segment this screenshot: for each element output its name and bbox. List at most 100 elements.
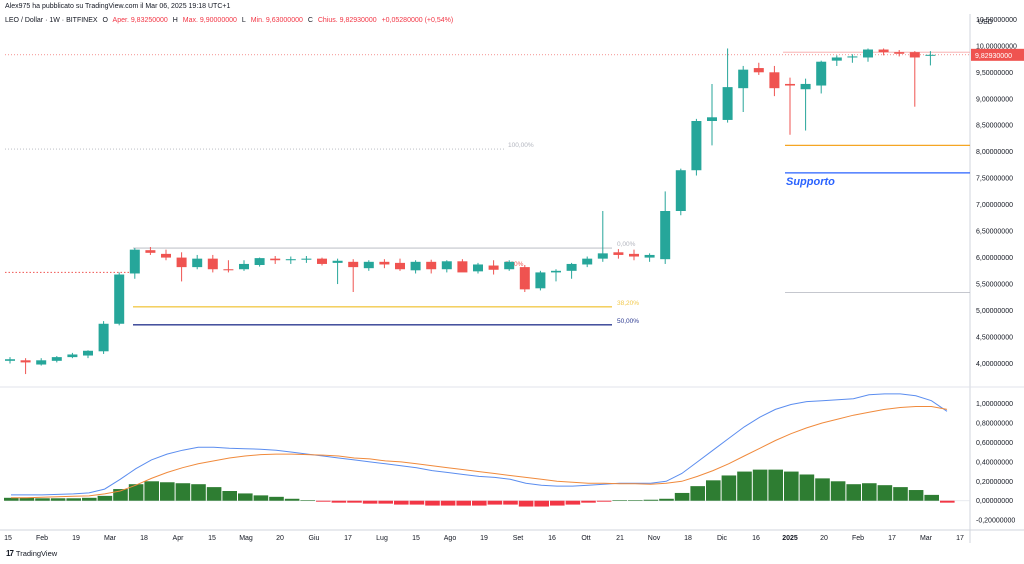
macd-histogram-bar <box>331 500 347 503</box>
macd-histogram-bar <box>425 500 440 506</box>
macd-histogram-bar <box>784 471 799 501</box>
candle-body <box>192 258 203 268</box>
time-tick-label: Ago <box>444 535 457 542</box>
candle-body <box>753 68 764 73</box>
candle-body <box>909 52 920 58</box>
macd-histogram-bar <box>316 500 331 502</box>
signal-line <box>11 406 948 499</box>
fib-label: 0,00% <box>617 241 636 248</box>
open-value: Aper. 9,83250000 <box>112 17 168 24</box>
macd-histogram-bar <box>550 500 565 506</box>
macd-tick-label: 0,00000000 <box>976 498 1013 505</box>
low-key: L <box>241 17 246 24</box>
macd-histogram-bar <box>799 474 815 501</box>
time-tick-label: 17 <box>344 535 352 542</box>
candle-body <box>51 357 62 361</box>
candle-body <box>270 258 281 261</box>
candle-body <box>98 323 109 352</box>
candle-body <box>675 170 686 211</box>
symbol-label[interactable]: LEO / Dollar · 1W · BITFINEX <box>5 17 98 24</box>
time-tick-label: 19 <box>72 535 80 542</box>
candle-body <box>769 72 780 89</box>
macd-histogram-bar <box>409 500 425 505</box>
time-tick-label: 15 <box>4 535 12 542</box>
fib-label: 50,00% <box>617 318 639 325</box>
time-tick-label: Apr <box>173 535 185 542</box>
macd-histogram-bar <box>128 484 144 501</box>
time-tick-label: Nov <box>648 535 661 542</box>
candle-body <box>129 249 140 274</box>
macd-tick-label: -0,20000000 <box>976 518 1015 525</box>
candle-body <box>332 260 343 263</box>
candle-body <box>551 270 561 273</box>
macd-histogram-bar <box>815 478 830 501</box>
time-tick-label: Mar <box>920 535 933 542</box>
macd-tick-label: 0,60000000 <box>976 440 1013 447</box>
publisher-header: Alex975 ha pubblicato su TradingView.com… <box>0 0 1024 16</box>
macd-histogram-bar <box>706 480 721 501</box>
last-price-label: 9,82930000 <box>975 53 1012 60</box>
time-tick-label: 15 <box>412 535 420 542</box>
candle-body <box>660 211 671 260</box>
macd-histogram-bar <box>284 498 300 501</box>
macd-histogram-bar <box>690 486 705 501</box>
candle-body <box>691 121 702 171</box>
time-tick-label: 16 <box>548 535 556 542</box>
macd-histogram-bar <box>721 475 737 501</box>
candle-body <box>535 272 546 289</box>
high-key: H <box>172 17 178 24</box>
macd-histogram-bar <box>565 500 581 505</box>
candle-body <box>114 274 125 324</box>
macd-histogram-bar <box>908 490 924 501</box>
candle-body <box>722 87 733 120</box>
time-tick-label: Feb <box>852 535 864 542</box>
candle-body <box>317 258 327 264</box>
candle-body <box>223 269 234 271</box>
macd-tick-label: 0,80000000 <box>976 421 1013 428</box>
price-tick-label: 9,00000000 <box>976 96 1013 103</box>
macd-histogram-bar <box>113 489 128 501</box>
tradingview-logo-icon: 17 <box>6 549 14 558</box>
price-tick-label: 6,50000000 <box>976 229 1013 236</box>
time-tick-label: Mag <box>239 535 253 542</box>
macd-histogram-bar <box>66 498 81 501</box>
candle-body <box>644 254 655 258</box>
currency-label[interactable]: USD <box>978 19 993 26</box>
price-tick-label: 5,50000000 <box>976 282 1013 289</box>
time-tick-label: Mar <box>104 535 117 542</box>
time-tick-label: Lug <box>376 535 388 542</box>
candle-body <box>254 258 265 265</box>
macd-histogram-bar <box>191 484 206 501</box>
macd-histogram-bar <box>752 469 768 501</box>
time-tick-label: Giu <box>309 535 320 542</box>
macd-histogram-bar <box>518 500 534 507</box>
brand-text: TradingView <box>15 549 58 558</box>
macd-histogram-bar <box>378 500 393 504</box>
time-tick-label: Ott <box>581 535 590 542</box>
macd-histogram-bar <box>50 498 66 501</box>
open-key: O <box>102 17 108 24</box>
macd-histogram-bar <box>347 500 362 503</box>
macd-tick-label: 1,00000000 <box>976 401 1013 408</box>
candle-body <box>488 265 499 270</box>
candle-body <box>504 261 515 270</box>
candle-body <box>176 257 187 268</box>
candle-body <box>239 263 249 270</box>
price-tick-label: 8,50000000 <box>976 123 1013 130</box>
macd-histogram-bar <box>35 498 50 501</box>
macd-histogram-bar <box>175 483 191 501</box>
price-tick-label: 5,00000000 <box>976 308 1013 315</box>
price-tick-label: 4,50000000 <box>976 335 1013 342</box>
price-tick-label: 8,00000000 <box>976 149 1013 156</box>
candle-body <box>519 267 530 290</box>
high-value: Max. 9,90000000 <box>182 17 237 24</box>
macd-histogram-bar <box>643 499 659 501</box>
macd-line <box>11 393 948 496</box>
time-tick-label: Set <box>513 535 524 542</box>
macd-histogram-bar <box>238 493 253 501</box>
price-tick-label: 9,50000000 <box>976 70 1013 77</box>
candle-body <box>348 261 359 268</box>
candle-body <box>301 258 312 260</box>
time-tick-label: 19 <box>480 535 488 542</box>
